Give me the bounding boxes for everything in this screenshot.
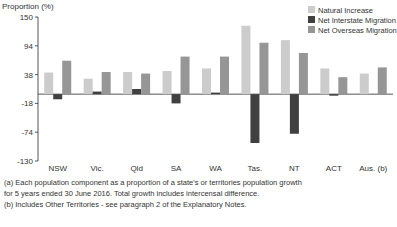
y-tick-label: 94 xyxy=(24,42,33,51)
y-tick xyxy=(35,132,38,133)
bar xyxy=(250,94,259,143)
y-axis xyxy=(38,17,39,161)
y-tick-label: -74 xyxy=(21,128,33,137)
bar xyxy=(281,40,290,94)
bar xyxy=(320,68,329,94)
bar xyxy=(53,94,62,99)
bar xyxy=(329,94,338,96)
y-axis-label: Proportion (%) xyxy=(2,2,54,11)
y-tick xyxy=(35,17,38,18)
bar xyxy=(123,72,132,94)
bar xyxy=(132,89,141,94)
footnote: for 5 years ended 30 June 2016. Total gr… xyxy=(4,189,259,198)
bar xyxy=(84,79,93,94)
legend-label: Natural Increase xyxy=(318,6,373,15)
y-tick xyxy=(35,103,38,104)
bar xyxy=(93,92,102,95)
x-tick-label: SA xyxy=(171,164,182,173)
legend-swatch xyxy=(308,26,315,33)
bar xyxy=(338,77,347,94)
bar xyxy=(378,67,387,94)
bar xyxy=(163,71,172,94)
bar xyxy=(141,74,150,95)
bars xyxy=(44,26,387,143)
x-tick-label: NT xyxy=(289,164,300,173)
y-tick-label: 38 xyxy=(24,71,33,80)
y-tick-label: -18 xyxy=(21,99,33,108)
bar xyxy=(211,93,220,95)
x-tick-label: WA xyxy=(209,164,222,173)
legend-label: Net Overseas Migration xyxy=(318,26,397,35)
footnote: (b) Includes Other Territories - see par… xyxy=(4,200,246,209)
y-tick xyxy=(35,45,38,46)
x-tick-label: Vic. xyxy=(91,164,104,173)
bar xyxy=(220,57,229,95)
bar xyxy=(369,94,378,95)
bar xyxy=(62,61,71,94)
legend-swatch xyxy=(308,16,315,23)
bar xyxy=(44,73,53,95)
bar xyxy=(299,53,308,94)
x-tick-label: ACT xyxy=(326,164,342,173)
x-tick-label: NSW xyxy=(48,164,67,173)
chart: Proportion (%) -130 -74 -18 38 94 150 NSW Vic. Ql… xyxy=(0,0,397,227)
y-tick-label: -130 xyxy=(17,157,34,166)
footnote: (a) Each population component as a propo… xyxy=(4,178,302,187)
bar xyxy=(172,94,181,103)
bar xyxy=(290,94,299,134)
bar xyxy=(202,68,211,94)
bar xyxy=(102,72,111,94)
legend-label: Net Interstate Migration xyxy=(318,16,396,25)
bar xyxy=(360,74,369,95)
legend-swatch xyxy=(308,6,315,13)
y-tick xyxy=(35,74,38,75)
bar xyxy=(181,57,190,95)
x-tick-label: Tas. xyxy=(248,164,263,173)
bar xyxy=(259,43,268,94)
bar xyxy=(241,26,250,94)
y-tick-label: 150 xyxy=(20,13,34,22)
x-tick-label: Aus. (b) xyxy=(359,164,387,173)
x-tick-label: Qld xyxy=(130,164,142,173)
y-tick xyxy=(35,161,38,162)
